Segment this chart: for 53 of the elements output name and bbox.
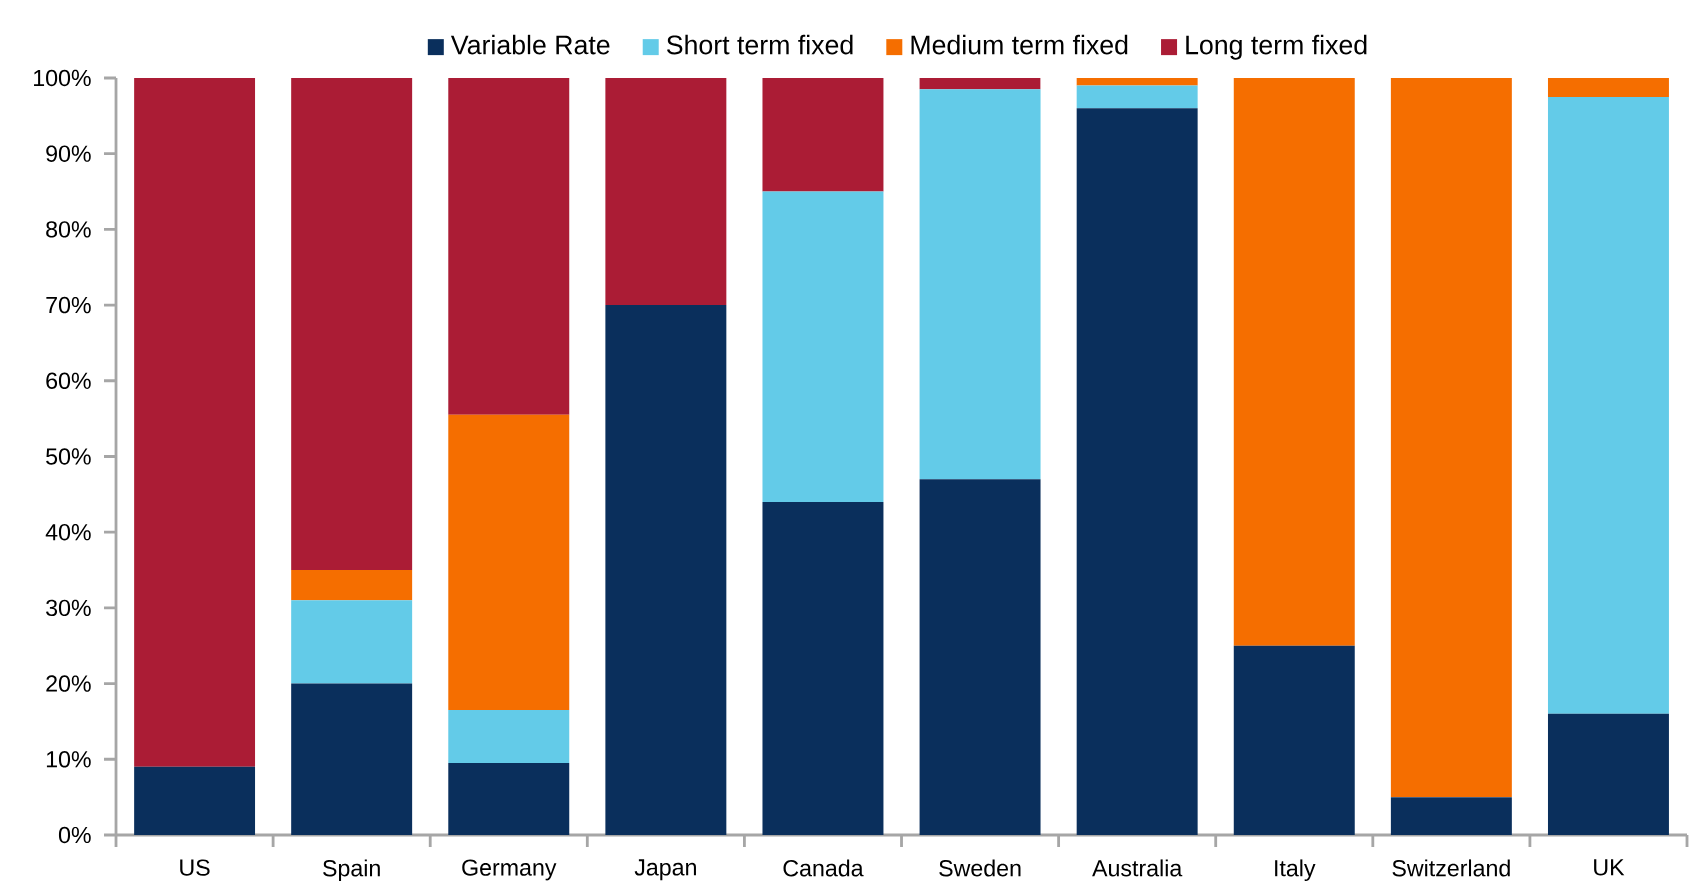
bar [1233, 77, 1355, 646]
bar [1076, 85, 1198, 109]
x-tick-label: Japan [634, 859, 696, 881]
bar [291, 570, 413, 601]
bar [605, 77, 727, 306]
bar [448, 710, 570, 764]
y-tick-label: 30% [46, 599, 91, 617]
bar [1076, 77, 1198, 86]
bar [919, 89, 1041, 480]
bar [919, 77, 1041, 90]
x-tick-label: Germany [462, 859, 557, 881]
bar [1547, 713, 1669, 835]
y-tick-label: 90% [46, 145, 91, 162]
x-tick-label: Switzerland [1392, 859, 1510, 877]
x-tick-label: UK [1594, 859, 1625, 876]
x-tick-label: Italy [1275, 859, 1316, 881]
x-tick-label: Australia [1092, 859, 1183, 877]
y-tick-label: 80% [46, 221, 91, 238]
bar [1390, 797, 1512, 835]
bar [448, 414, 570, 711]
x-tick-label: Spain [323, 859, 380, 881]
bar [1233, 645, 1355, 835]
y-tick-label: 100% [34, 69, 91, 87]
y-tick-label: 0% [58, 826, 91, 844]
bar [1390, 77, 1512, 798]
bar [1547, 77, 1669, 97]
bar [448, 77, 570, 415]
x-tick-label: US [180, 859, 210, 876]
bar [762, 77, 884, 192]
bar [1076, 108, 1198, 835]
legend-label: Long term fixed [1186, 34, 1367, 60]
bar [134, 77, 256, 767]
legend-label: Medium term fixed [911, 34, 1128, 55]
bar [919, 479, 1041, 835]
y-tick-label: 50% [46, 448, 91, 465]
bar [291, 77, 413, 571]
y-tick-label: 10% [46, 751, 91, 768]
legend-label: Short term fixed [666, 34, 853, 55]
y-tick-label: 70% [46, 296, 91, 314]
bar [134, 766, 256, 835]
y-tick-label: 40% [45, 523, 91, 541]
bar [762, 191, 884, 502]
y-tick-label: 20% [46, 675, 91, 692]
bar [605, 305, 727, 835]
legend-label: Variable Rate [450, 34, 610, 55]
bar [448, 763, 570, 835]
y-tick-label: 60% [46, 372, 91, 389]
bar [291, 683, 413, 835]
bar [762, 501, 884, 835]
x-tick-label: Canada [783, 859, 864, 877]
bar [291, 600, 413, 684]
bar [1547, 96, 1669, 714]
x-tick-label: Sweden [939, 859, 1021, 877]
